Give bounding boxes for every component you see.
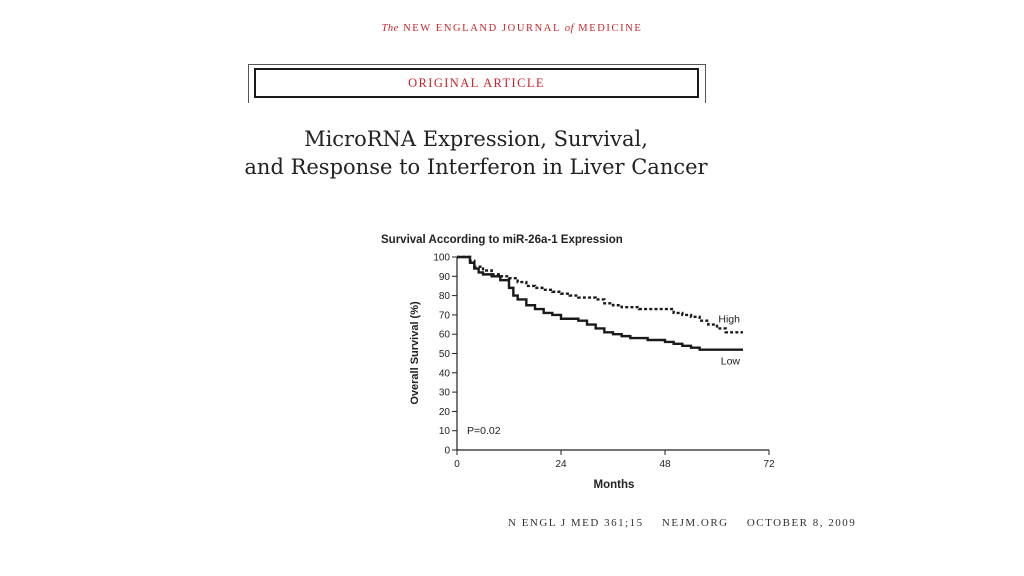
article-type-label: ORIGINAL ARTICLE	[408, 75, 545, 90]
footer-site: NEJM.ORG	[661, 517, 729, 529]
x-axis-label: Months	[594, 479, 635, 491]
journal-header-the: The	[381, 23, 399, 34]
y-tick-label: 0	[444, 446, 450, 457]
y-tick-label: 20	[439, 407, 451, 418]
series-line-low	[457, 255, 743, 351]
y-tick-label: 10	[439, 426, 451, 437]
x-tick-label: 0	[454, 459, 460, 470]
footer: N ENGL J MED 361;15 NEJM.ORG OCTOBER 8, …	[508, 517, 870, 529]
chart-series: High Low	[457, 255, 743, 368]
journal-header-name-1: NEW ENGLAND JOURNAL	[403, 23, 561, 34]
journal-header-name-2: MEDICINE	[578, 23, 643, 34]
journal-header: The NEW ENGLAND JOURNAL of MEDICINE	[0, 23, 1024, 34]
x-tick-label: 48	[659, 459, 671, 470]
series-label-high: High	[718, 313, 740, 325]
chart-axes	[456, 257, 769, 451]
article-type-box: ORIGINAL ARTICLE	[254, 68, 699, 98]
journal-header-of: of	[564, 23, 575, 34]
y-tick-label: 40	[439, 368, 451, 379]
y-tick-label: 90	[439, 272, 451, 283]
y-tick-label: 80	[439, 291, 451, 302]
y-tick-label: 60	[439, 330, 451, 341]
series-label-low: Low	[721, 356, 741, 368]
x-axis-ticks: 0 24 48 72	[454, 450, 775, 470]
x-tick-label: 72	[763, 459, 775, 470]
y-tick-label: 100	[433, 253, 450, 264]
y-axis-ticks: 0 10 20 30 40 50 60 70 80 90 100	[433, 253, 457, 457]
y-axis-label: Overall Survival (%)	[409, 301, 421, 405]
footer-date: OCTOBER 8, 2009	[746, 517, 857, 529]
y-tick-label: 30	[439, 388, 451, 399]
article-title-line-1: MicroRNA Expression, Survival,	[304, 127, 648, 151]
y-tick-label: 70	[439, 310, 451, 321]
y-tick-label: 50	[439, 349, 451, 360]
x-tick-label: 24	[555, 459, 567, 470]
article-type-frame	[248, 64, 706, 103]
footer-citation: N ENGL J MED 361;15	[508, 517, 644, 529]
article-title-line-2: and Response to Interferon in Liver Canc…	[244, 155, 708, 179]
series-line-high	[457, 255, 743, 334]
p-value-annotation: P=0.02	[467, 425, 501, 437]
chart-title: Survival According to miR-26a-1 Expressi…	[381, 234, 623, 246]
article-title: MicroRNA Expression, Survival, and Respo…	[0, 125, 952, 181]
